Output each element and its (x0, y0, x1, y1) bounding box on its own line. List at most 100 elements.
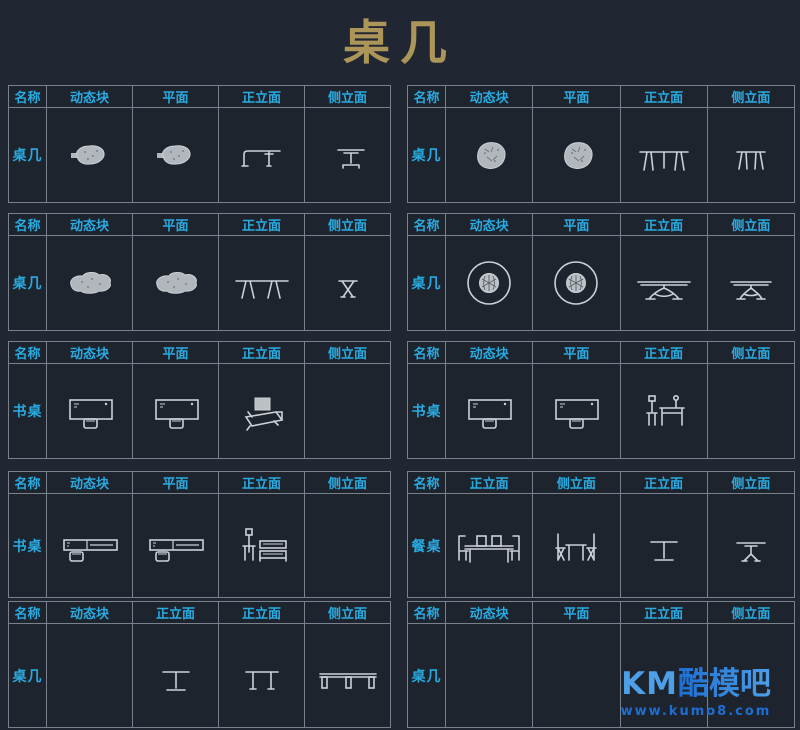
view-column-header: 动态块 (47, 86, 133, 107)
view-column-header: 动态块 (47, 602, 133, 623)
splayed-leg-table-side-icon (708, 108, 794, 202)
view-column-header: 正立面 (621, 86, 708, 107)
panel-r5-right: 名称 动态块 平面 正立面 侧立面 桌几 KM酷模吧 www.kumo8.com (407, 601, 795, 728)
name-column-header: 名称 (9, 86, 47, 107)
name-column-header: 名称 (408, 602, 446, 623)
view-column-header: 正立面 (621, 472, 708, 493)
panel-r3-right: 名称 动态块 平面 正立面 侧立面 书桌 (407, 341, 795, 459)
panel-body-row: 餐桌 (408, 494, 794, 597)
empty-cell (305, 364, 390, 458)
empty-cell (533, 624, 621, 727)
view-column-header: 侧立面 (327, 607, 367, 622)
panel-header-row: 名称 动态块 平面 正立面 侧立面 (408, 342, 794, 364)
l-desk-plan-icon (133, 494, 219, 597)
empty-cell (621, 624, 708, 727)
panel-header-row: 名称 动态块 平面 正立面 侧立面 (9, 214, 390, 236)
view-column-header: 正立面 (621, 602, 708, 623)
panel-r4-right: 名称 正立面 侧立面 正立面 侧立面 餐桌 (407, 471, 795, 598)
panel-r1-right: 名称 动态块 平面 正立面 侧立面 桌几 (407, 85, 795, 203)
row-label: 桌几 (9, 108, 47, 202)
x-pedestal-table-side-icon (708, 236, 794, 330)
row-label: 桌几 (9, 236, 47, 330)
view-column-header: 动态块 (446, 602, 534, 623)
empty-cell (47, 624, 133, 727)
panel-r1-left: 名称 动态块 平面 正立面 侧立面 桌几 (8, 85, 391, 203)
name-column-header: 名称 (9, 342, 47, 363)
view-column-header: 侧立面 (731, 607, 771, 622)
view-column-header: 动态块 (446, 342, 534, 363)
desk-chair-plan-icon (133, 364, 219, 458)
panel-r5-left: 名称 动态块 正立面 正立面 侧立面 桌几 (8, 601, 391, 728)
panel-body-row: 书桌 (408, 364, 794, 458)
kumo8-url: www.kumo8.com (620, 703, 772, 719)
dining-table-chairs-front-icon (446, 494, 534, 597)
view-column-header: 正立面 (446, 472, 534, 493)
view-column-header: 正立面 (219, 602, 305, 623)
desk-chair-plan-icon (533, 364, 621, 458)
view-column-header: 平面 (533, 86, 621, 107)
l-desk-plan-icon (47, 494, 133, 597)
two-leg-table-front-icon (219, 624, 305, 727)
long-table-side-icon (305, 624, 390, 727)
slant-pedestal-table-side-icon (708, 494, 794, 597)
view-column-header: 动态块 (47, 472, 133, 493)
panel-header-row: 名称 动态块 平面 正立面 侧立面 (408, 602, 794, 624)
view-column-header: 侧立面 (327, 477, 367, 492)
view-column-header: 动态块 (47, 342, 133, 363)
view-column-header: 正立面 (219, 86, 305, 107)
pedestal-table-side-icon (305, 108, 390, 202)
console-table-front-icon (219, 108, 305, 202)
name-column-header: 名称 (9, 214, 47, 235)
desk-chair-plan-icon (446, 364, 534, 458)
panel-header-row: 名称 动态块 平面 正立面 侧立面 (408, 86, 794, 108)
panel-body-row: 书桌 (9, 364, 390, 458)
view-column-header: 正立面 (219, 214, 305, 235)
view-column-header: 正立面 (621, 342, 708, 363)
desk-chair-plan-icon (47, 364, 133, 458)
cloud-table-plan-icon (133, 236, 219, 330)
view-column-header: 平面 (533, 214, 621, 235)
view-column-header: 平面 (133, 214, 219, 235)
round-table-plan-icon (533, 236, 621, 330)
name-column-header: 名称 (9, 472, 47, 493)
view-column-header: 动态块 (47, 214, 133, 235)
rock-table-plan-icon (533, 108, 621, 202)
empty-cell (305, 494, 390, 597)
name-column-header: 名称 (408, 214, 446, 235)
panel-r2-left: 名称 动态块 平面 正立面 侧立面 桌几 (8, 213, 391, 331)
kumo8-logo: KM酷模吧 (606, 667, 786, 701)
panel-header-row: 名称 动态块 平面 正立面 侧立面 (408, 214, 794, 236)
panel-r3-left: 名称 动态块 平面 正立面 侧立面 书桌 (8, 341, 391, 459)
blob-table-plan-icon (47, 108, 133, 202)
view-column-header: 侧立面 (731, 477, 771, 492)
name-column-header: 名称 (408, 472, 446, 493)
view-column-header: 正立面 (133, 602, 219, 623)
panel-body-row: 书桌 (9, 494, 390, 597)
splayed-leg-table-front-icon (621, 108, 708, 202)
blob-table-plan-icon (133, 108, 219, 202)
cross-leg-table-side-icon (305, 236, 390, 330)
view-column-header: 正立面 (621, 214, 708, 235)
kumo8-watermark: KM酷模吧 www.kumo8.com (606, 667, 786, 719)
row-label: 书桌 (9, 494, 47, 597)
view-column-header: 侧立面 (533, 472, 621, 493)
panel-body-row: 桌几 (9, 236, 390, 330)
view-column-header: 平面 (133, 472, 219, 493)
name-column-header: 名称 (408, 342, 446, 363)
cloud-table-plan-icon (47, 236, 133, 330)
row-label: 书桌 (9, 364, 47, 458)
rock-table-plan-icon (446, 108, 534, 202)
dining-table-chairs-side-icon (533, 494, 621, 597)
pedestal-table-front-icon (621, 494, 708, 597)
round-table-plan-icon (446, 236, 534, 330)
panel-body-row: 桌几 (408, 236, 794, 330)
view-column-header: 侧立面 (327, 91, 367, 106)
x-pedestal-table-front-icon (621, 236, 708, 330)
view-column-header: 侧立面 (731, 91, 771, 106)
row-label: 桌几 (408, 236, 446, 330)
view-column-header: 正立面 (219, 342, 305, 363)
panel-header-row: 名称 动态块 平面 正立面 侧立面 (9, 472, 390, 494)
desk-perspective-icon (219, 364, 305, 458)
view-column-header: 平面 (133, 342, 219, 363)
